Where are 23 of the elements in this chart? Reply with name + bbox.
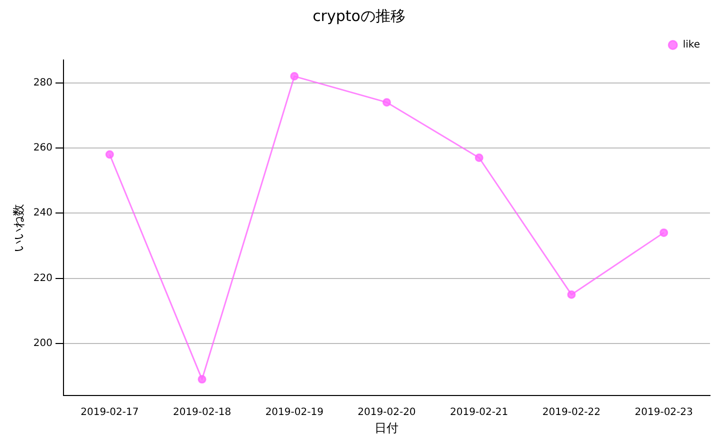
x-tick-label: 2019-02-17 bbox=[80, 407, 139, 418]
point bbox=[567, 290, 576, 299]
point bbox=[382, 98, 391, 107]
x-tick-label: 2019-02-20 bbox=[358, 407, 416, 418]
x-tick-label: 2019-02-19 bbox=[265, 407, 324, 418]
point bbox=[474, 154, 484, 162]
x-tick-label: 2019-02-23 bbox=[634, 407, 693, 418]
x-tick-label: 2019-02-22 bbox=[542, 407, 601, 418]
y-tick-label: 240 bbox=[33, 208, 52, 219]
x-tick-label: 2019-02-21 bbox=[450, 407, 508, 418]
y-tick-label: 260 bbox=[33, 142, 52, 154]
x-axis-title: 日付 bbox=[374, 420, 399, 435]
x-tick-label: 2019-02-18 bbox=[172, 407, 232, 418]
point bbox=[660, 228, 668, 237]
point bbox=[198, 375, 206, 384]
chart-title: cryptoの推移 bbox=[312, 6, 406, 25]
y-tick-label: 280 bbox=[33, 77, 52, 88]
point bbox=[105, 150, 114, 159]
y-axis-title: いいね数 bbox=[11, 204, 26, 252]
y-tick-label: 200 bbox=[33, 338, 52, 350]
legend-label: like bbox=[682, 40, 700, 51]
point bbox=[290, 72, 299, 81]
y-tick-label: 220 bbox=[33, 272, 52, 284]
